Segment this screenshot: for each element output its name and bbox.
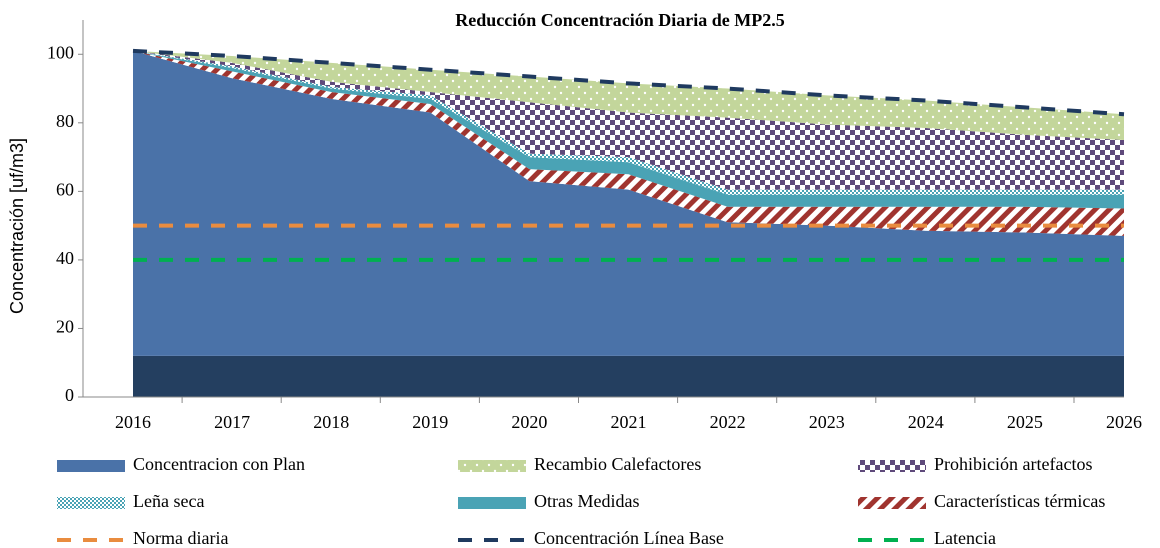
- legend-label: Concentración Línea Base: [534, 528, 724, 548]
- legend-swatch: [858, 460, 926, 472]
- legend-label: Recambio Calefactores: [534, 454, 701, 474]
- area: [133, 355, 1124, 397]
- y-tick-label: 40: [56, 248, 74, 268]
- y-tick-label: 60: [56, 179, 74, 199]
- line: [132, 48, 1125, 117]
- legend-swatch: [458, 460, 526, 472]
- x-tick-label: 2019: [412, 412, 448, 432]
- legend-label: Norma diaria: [133, 528, 228, 548]
- x-tick-label: 2021: [611, 412, 647, 432]
- x-tick-label: 2016: [115, 412, 151, 432]
- y-tick-label: 80: [56, 111, 74, 131]
- area: [133, 50, 1124, 140]
- legend-swatch: [858, 497, 926, 509]
- chart-title: Reducción Concentración Diaria de MP2.5: [455, 10, 784, 30]
- x-tick-label: 2018: [313, 412, 349, 432]
- legend-label: Prohibición artefactos: [934, 454, 1092, 474]
- x-tick-label: 2022: [710, 412, 746, 432]
- legend-label: Características térmicas: [934, 491, 1105, 511]
- legend-swatch: [57, 497, 125, 509]
- x-tick-label: 2023: [809, 412, 845, 432]
- x-tick-label: 2025: [1007, 412, 1043, 432]
- area: [133, 50, 1124, 190]
- legend-swatch: [57, 460, 125, 472]
- x-tick-label: 2024: [908, 412, 944, 432]
- y-tick-label: 20: [56, 317, 74, 337]
- y-tick-label: 100: [47, 42, 74, 62]
- x-tick-label: 2026: [1106, 412, 1142, 432]
- x-tick-label: 2017: [214, 412, 250, 432]
- y-tick-label: 0: [65, 385, 74, 405]
- legend-label: Concentracion con Plan: [133, 454, 305, 474]
- area: [133, 50, 1124, 236]
- legend-label: Latencia: [934, 528, 996, 548]
- legend-label: Otras Medidas: [534, 491, 639, 511]
- legend-swatch: [458, 497, 526, 509]
- legend-label: Leña seca: [133, 491, 204, 511]
- x-tick-label: 2020: [511, 412, 547, 432]
- y-axis-label: Concentración [uf/m3]: [7, 138, 27, 314]
- area: [133, 50, 1124, 356]
